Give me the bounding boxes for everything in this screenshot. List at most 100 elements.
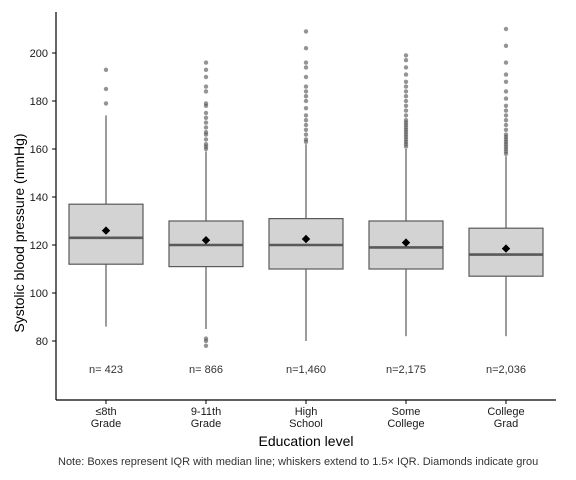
outlier-point bbox=[503, 132, 509, 137]
outlier-point bbox=[403, 113, 409, 118]
mean-marker bbox=[501, 244, 511, 253]
outlier-point bbox=[203, 115, 209, 121]
outlier-point bbox=[503, 113, 509, 118]
outlier-point bbox=[303, 132, 309, 137]
outlier-point bbox=[203, 343, 209, 348]
outlier-point bbox=[503, 108, 509, 113]
outlier-point bbox=[303, 29, 309, 34]
outlier-point bbox=[203, 125, 209, 130]
outlier-point bbox=[303, 127, 309, 132]
outlier-point bbox=[503, 127, 509, 132]
outlier-point bbox=[303, 65, 309, 70]
y-tick-label: 80 bbox=[36, 336, 48, 348]
outlier-point bbox=[203, 336, 209, 341]
outlier-point bbox=[403, 108, 409, 113]
outlier-point bbox=[403, 94, 409, 99]
outlier-point bbox=[103, 86, 109, 92]
category-group: n=2,036 bbox=[468, 26, 544, 376]
category-group: n= 866 bbox=[168, 60, 244, 376]
outlier-point bbox=[503, 43, 509, 48]
outlier-point bbox=[203, 120, 209, 125]
outlier-point bbox=[403, 98, 409, 104]
x-tick-label: School bbox=[289, 418, 323, 430]
category-group: n= 423 bbox=[68, 67, 144, 376]
y-tick-label: 200 bbox=[30, 48, 48, 60]
x-axis-title: Education level bbox=[259, 433, 354, 449]
outlier-point bbox=[303, 84, 309, 89]
sample-size-label: n=1,460 bbox=[286, 364, 326, 376]
outlier-point bbox=[303, 98, 309, 104]
outlier-point bbox=[403, 79, 409, 85]
outlier-point bbox=[303, 74, 309, 80]
outlier-point bbox=[503, 89, 509, 94]
mean-marker bbox=[101, 226, 111, 235]
outlier-point bbox=[203, 110, 209, 116]
outlier-point bbox=[503, 96, 509, 101]
outlier-point bbox=[303, 122, 309, 128]
outlier-point bbox=[303, 118, 309, 123]
x-tick-label: Grade bbox=[191, 418, 222, 430]
outlier-point bbox=[303, 106, 309, 111]
y-tick-label: 180 bbox=[30, 96, 48, 108]
outlier-point bbox=[103, 101, 109, 106]
y-tick-label: 160 bbox=[30, 144, 48, 156]
outlier-point bbox=[403, 103, 409, 109]
x-tick-label: Some bbox=[392, 406, 421, 418]
category-group: n=2,175 bbox=[368, 53, 444, 376]
outlier-point bbox=[303, 89, 309, 94]
x-tick-label: Grade bbox=[91, 418, 122, 430]
sample-size-label: n= 423 bbox=[89, 364, 123, 376]
outlier-point bbox=[403, 58, 409, 63]
x-tick-label: High bbox=[295, 406, 318, 418]
y-tick-label: 140 bbox=[30, 192, 48, 204]
outlier-point bbox=[303, 137, 309, 142]
y-tick-label: 120 bbox=[30, 240, 48, 252]
x-tick-label: College bbox=[487, 406, 524, 418]
plot-layer: n= 423 n= 866 n=1,460 n=2,175 n=2,036 bbox=[68, 26, 544, 376]
outlier-point bbox=[303, 113, 309, 118]
x-tick-label: 9-11th bbox=[191, 406, 221, 418]
outlier-point bbox=[503, 122, 509, 128]
outlier-point bbox=[203, 89, 209, 94]
outlier-point bbox=[503, 72, 509, 77]
sample-size-label: n= 866 bbox=[189, 364, 223, 376]
outlier-point bbox=[203, 130, 209, 135]
y-tick-label: 100 bbox=[30, 288, 48, 300]
outlier-point bbox=[303, 46, 309, 51]
axis-layer: 80100120140160180200≤8thGrade9-11thGrade… bbox=[30, 12, 556, 430]
mean-marker bbox=[201, 236, 211, 245]
outlier-point bbox=[203, 60, 209, 65]
outlier-point bbox=[503, 60, 509, 65]
outlier-point bbox=[203, 84, 209, 89]
outlier-point bbox=[403, 84, 409, 89]
outlier-point bbox=[203, 137, 209, 142]
outlier-point bbox=[403, 65, 409, 70]
y-axis-title: Systolic blood pressure (mmHg) bbox=[11, 133, 27, 332]
outlier-point bbox=[203, 142, 209, 147]
footnote: Note: Boxes represent IQR with median li… bbox=[58, 456, 538, 468]
outlier-point bbox=[203, 101, 209, 106]
outlier-point bbox=[303, 60, 309, 65]
x-tick-label: ≤8th bbox=[95, 406, 116, 418]
x-tick-label: Grad bbox=[494, 418, 518, 430]
outlier-point bbox=[303, 94, 309, 99]
outlier-point bbox=[103, 67, 109, 73]
sample-size-label: n=2,175 bbox=[386, 364, 426, 376]
sample-size-label: n=2,036 bbox=[486, 364, 526, 376]
outlier-point bbox=[203, 67, 209, 73]
mean-marker bbox=[401, 238, 411, 247]
category-group: n=1,460 bbox=[268, 29, 344, 376]
outlier-point bbox=[503, 26, 509, 32]
outlier-point bbox=[503, 118, 509, 123]
outlier-point bbox=[403, 53, 409, 58]
outlier-point bbox=[403, 118, 409, 123]
mean-marker bbox=[301, 234, 311, 244]
outlier-point bbox=[403, 72, 409, 77]
outlier-point bbox=[203, 74, 209, 80]
outlier-point bbox=[503, 103, 509, 109]
outlier-point bbox=[403, 89, 409, 94]
x-tick-label: College bbox=[387, 418, 424, 430]
outlier-point bbox=[503, 79, 509, 85]
